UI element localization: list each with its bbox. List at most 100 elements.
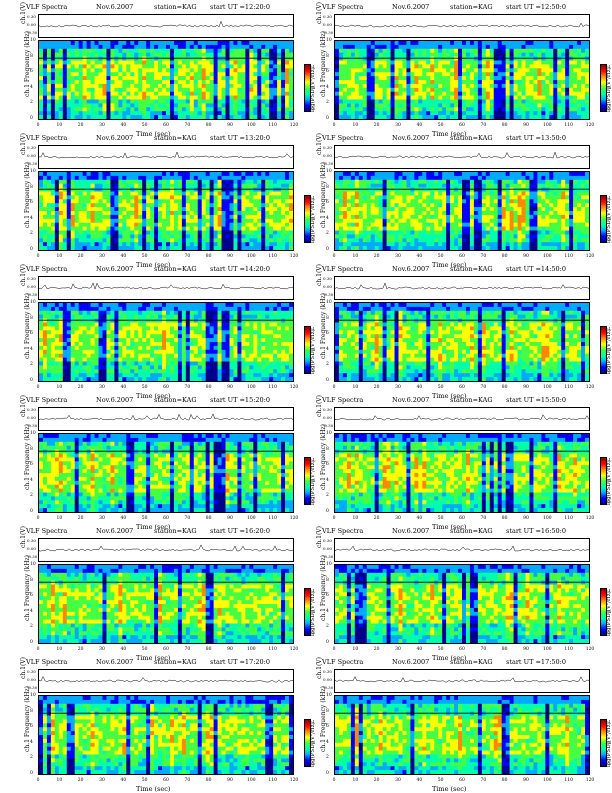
spectrogram-cell	[118, 68, 122, 72]
spectrogram-cell	[146, 176, 150, 180]
spectrogram-cell	[549, 53, 553, 57]
spectrogram-cell	[355, 211, 359, 215]
spectrogram-cell	[458, 76, 462, 80]
spectrogram-cell	[351, 223, 355, 227]
spectrogram-cell	[277, 176, 281, 180]
spectrogram-cell	[190, 96, 194, 100]
spectrogram-cell	[442, 68, 446, 72]
spectrogram-cell	[59, 103, 63, 107]
spectrogram-cell	[194, 184, 198, 188]
spectrogram-cell	[95, 68, 99, 72]
spectrogram-cell	[130, 57, 134, 61]
spectrogram-cell	[182, 41, 186, 45]
spectrogram-cell	[130, 199, 134, 203]
spectrogram-cell	[269, 107, 273, 111]
spectrogram-cell	[146, 215, 150, 219]
spectrogram-cell	[482, 234, 486, 238]
spectrogram-cell	[83, 115, 87, 119]
spectrogram-cell	[585, 96, 589, 100]
spectrogram-cell	[103, 223, 107, 227]
spectrogram-cell	[237, 207, 241, 211]
spectrogram-cell	[142, 234, 146, 238]
spectrogram-cell	[222, 111, 226, 115]
spectrogram-cell	[371, 103, 375, 107]
spectrogram-cell	[510, 92, 514, 96]
spectrogram-cell	[565, 57, 569, 61]
spectrogram-cell	[442, 172, 446, 176]
spectrogram-cell	[265, 203, 269, 207]
spectrogram-cell	[190, 103, 194, 107]
spectrogram-cell	[55, 115, 59, 119]
spectrogram-cell	[367, 41, 371, 45]
spectrogram-cell	[114, 68, 118, 72]
spectrogram-cell	[506, 199, 510, 203]
spectrogram-cell	[142, 242, 146, 246]
spectrogram-cell	[79, 115, 83, 119]
spectrogram-cell	[130, 92, 134, 96]
spectrogram-cell	[454, 92, 458, 96]
spectrogram-cell	[402, 203, 406, 207]
spectrogram-cell	[522, 84, 526, 88]
spectrogram-cell	[261, 111, 265, 115]
spectrogram-cell	[541, 115, 545, 119]
header-header-left: VLF Spectra	[322, 134, 363, 142]
spectrogram-cell	[265, 68, 269, 72]
spectrogram-cell	[490, 80, 494, 84]
spectrogram-cell	[565, 41, 569, 45]
spectrogram-cell	[198, 107, 202, 111]
spectrogram-cell	[249, 192, 253, 196]
spectrogram-cell	[462, 223, 466, 227]
spectrogram-cell	[166, 88, 170, 92]
spectrogram-cell	[418, 238, 422, 242]
spectrogram-cell	[569, 72, 573, 76]
spectrogram-cell	[71, 80, 75, 84]
spectrogram-cell	[406, 207, 410, 211]
spectrogram-cell	[359, 227, 363, 231]
spectrogram-cell	[106, 172, 110, 176]
spectrogram-cell	[450, 219, 454, 223]
spectrogram-cell	[122, 242, 126, 246]
spectrogram-cell	[494, 215, 498, 219]
spectrogram-cell	[174, 242, 178, 246]
spectrogram-cell	[458, 115, 462, 119]
spectrogram-cell	[122, 68, 126, 72]
spectrogram-cell	[490, 172, 494, 176]
spectrogram-cell	[418, 68, 422, 72]
spectrogram-cell	[83, 219, 87, 223]
spectrogram-cell	[39, 80, 43, 84]
spectrogram-cell	[395, 88, 399, 92]
spectrogram-cell	[241, 84, 245, 88]
spectrogram-cell	[178, 76, 182, 80]
spectrogram-cell	[138, 215, 142, 219]
spectrogram-cell	[87, 172, 91, 176]
spectrogram-cell	[218, 231, 222, 235]
spectrogram-cell	[581, 88, 585, 92]
spectrogram-cell	[75, 227, 79, 231]
waveform-tick-label: 0.00	[27, 22, 36, 27]
spectrogram-cell	[363, 207, 367, 211]
spectrogram-cell	[335, 100, 339, 104]
spectrogram-cell	[241, 246, 245, 250]
spectrogram-cell	[367, 203, 371, 207]
spectrogram-cell	[237, 242, 241, 246]
spectrogram-cell	[233, 100, 237, 104]
spectrogram-cell	[573, 49, 577, 53]
spectrogram-cell	[202, 227, 206, 231]
spectrogram-cell	[502, 192, 506, 196]
spectrogram-cell	[557, 84, 561, 88]
spectrogram-cell	[166, 96, 170, 100]
spectrogram-cell	[367, 199, 371, 203]
spectrogram-cell	[273, 203, 277, 207]
spectrogram-cell	[569, 68, 573, 72]
spectrogram-cell	[482, 96, 486, 100]
spectrogram-cell	[438, 57, 442, 61]
spectrogram-cell	[134, 107, 138, 111]
spectrogram-cell	[529, 234, 533, 238]
spectrogram-cell	[150, 238, 154, 242]
spectrogram-cell	[335, 234, 339, 238]
spectrogram-cell	[541, 57, 545, 61]
spectrogram-cell	[190, 68, 194, 72]
spectrogram-cell	[478, 231, 482, 235]
spectrogram-cell	[474, 215, 478, 219]
spectrogram-cell	[553, 88, 557, 92]
